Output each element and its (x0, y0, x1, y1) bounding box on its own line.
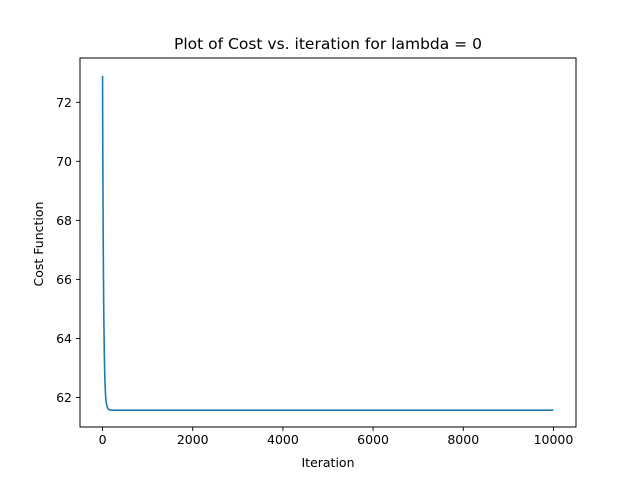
x-tick-label: 10000 (534, 432, 574, 447)
x-axis-ticks: 0 2000 4000 6000 8000 10000 (99, 427, 574, 447)
y-axis-label: Cost Function (31, 202, 46, 287)
y-tick-label: 66 (56, 272, 72, 287)
series-layer (101, 75, 554, 411)
axes-frame (79, 57, 577, 428)
chart-title: Plot of Cost vs. iteration for lambda = … (174, 35, 482, 53)
y-tick-label: 68 (56, 213, 72, 228)
x-tick-label: 4000 (267, 432, 299, 447)
y-tick-label: 64 (56, 331, 72, 346)
y-tick-label: 72 (56, 95, 72, 110)
x-tick-label: 2000 (177, 432, 209, 447)
x-tick-label: 8000 (447, 432, 479, 447)
series-line-0 (101, 75, 554, 411)
y-tick-label: 62 (56, 390, 72, 405)
x-tick-label: 6000 (357, 432, 389, 447)
y-tick-label: 70 (56, 154, 72, 169)
x-tick-label: 0 (99, 432, 107, 447)
y-axis-ticks: 62 64 66 68 70 72 (56, 95, 80, 405)
x-axis-label: Iteration (301, 455, 354, 470)
plot-area (79, 57, 577, 428)
